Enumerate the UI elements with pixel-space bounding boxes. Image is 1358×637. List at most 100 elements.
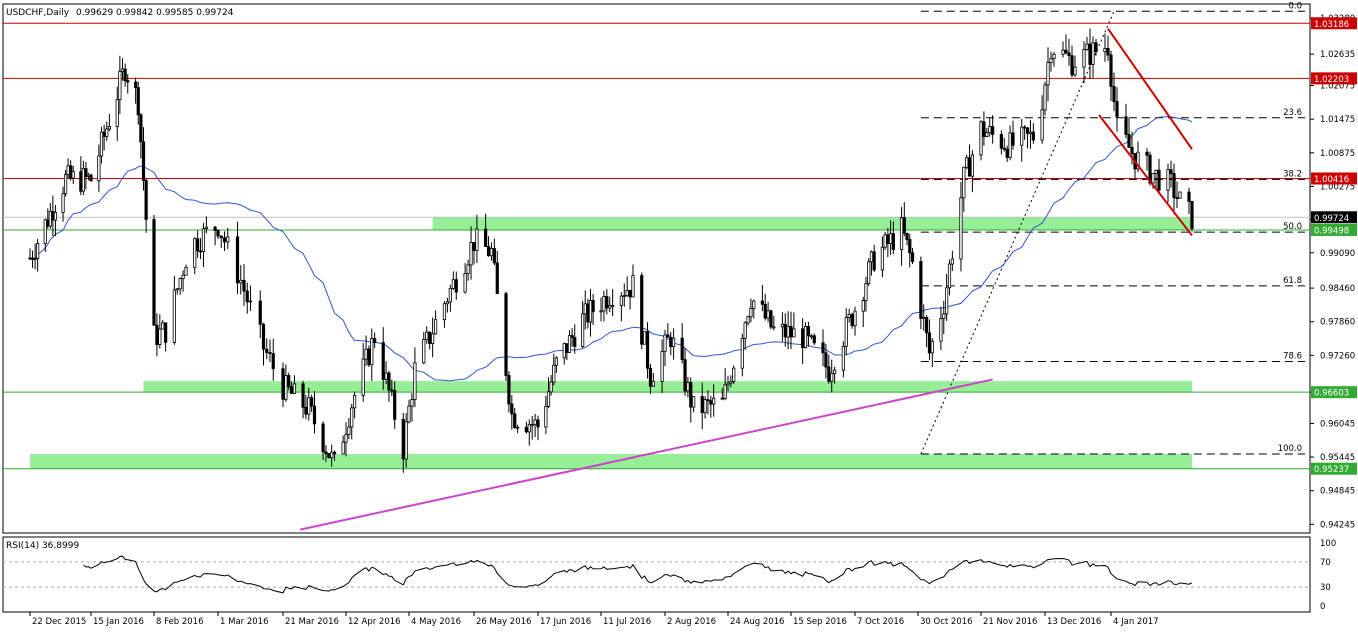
main-pane-frame [2,3,1311,534]
candle-body [905,232,909,240]
candle-body [686,382,690,392]
candle-body [683,359,687,392]
candle-body [469,242,473,266]
candle-body [706,399,710,402]
candle-body [611,304,615,307]
candle-body [425,331,429,340]
candle-body [1175,197,1179,199]
candle-body [97,155,101,182]
candle-body [401,418,405,460]
candle-body [1136,151,1140,170]
candle-body [628,289,632,298]
candle-body [729,381,733,384]
candle-body [689,382,693,408]
candle-body [999,134,1003,149]
candle-body [373,338,377,343]
candle-body [919,261,923,319]
x-tick-label: 26 May 2016 [476,617,531,627]
candle-body [486,246,491,257]
candle-body [1169,169,1173,174]
price-level-label: 0.99498 [1314,226,1349,236]
candle-body [1190,200,1194,229]
candle-body [962,166,966,199]
x-tick-label: 12 Apr 2016 [348,617,401,627]
candle-body [390,389,394,392]
x-tick-label: 15 Jan 2016 [93,617,144,627]
x-tick-label: 11 Jul 2016 [603,617,651,627]
y-tick-label: 1.02075 [1320,82,1355,92]
candle-body [809,335,813,338]
candle-body [801,328,805,349]
rsi-pane-frame [2,536,1311,613]
candle-body [861,300,865,312]
candle-body [945,287,949,315]
x-tick-label: 8 Feb 2016 [156,617,204,627]
candle-body [833,369,837,374]
y-tick-label: 1.00275 [1320,182,1355,192]
candle-body [1049,58,1053,63]
price-level-tag [1311,17,1357,30]
y-tick-label: 0.97260 [1320,351,1355,361]
candle-body [671,337,676,348]
x-tick-label: 30 Oct 2016 [920,617,973,627]
candle-body [886,234,890,244]
y-tick-label: 0.98460 [1320,284,1355,294]
price-level-tag [1311,462,1357,475]
candle-body [1067,52,1071,57]
trendlines-layer [299,28,1193,531]
candle-body [880,246,884,271]
y-tick-label: 0.99090 [1320,249,1355,259]
candle-body [772,326,776,329]
candle-body [1073,66,1077,76]
price-level-label: 1.00416 [1314,175,1349,185]
x-tick-label: 24 Aug 2016 [730,617,784,627]
fib-level-label: 23.6 [1283,108,1302,118]
fib-level-label: 100.0 [1278,444,1302,454]
x-tick-label: 2 Aug 2016 [667,617,716,627]
candle-body [806,326,811,337]
candle-body [196,238,200,252]
candle-body [1085,43,1089,50]
candle-body [812,335,816,344]
candle-body [213,226,217,231]
candle-body [1002,147,1006,150]
candle-body [139,114,143,143]
candle-body [84,168,88,177]
candle-body [726,382,730,386]
candle-body [752,300,756,309]
candle-body [680,337,684,361]
candle-body [484,228,488,247]
candle-body [1031,131,1035,141]
candle-body [352,394,357,409]
candle-body [193,238,197,268]
candle-body [821,342,825,354]
candle-body [769,310,773,328]
candle-body [33,258,37,260]
candle-body [899,217,904,250]
candle-body [265,348,269,353]
candle-body [1025,127,1030,134]
candle-body [530,424,534,426]
rsi-label: RSI(14) 36.8999 [6,541,79,551]
candle-body [51,210,55,221]
candle-body [930,340,934,354]
candle-body [516,426,520,429]
candle-body [245,290,249,303]
moving-average-layer [29,116,1193,382]
candles-layer [28,28,1194,473]
candle-body [1151,173,1155,184]
candle-body [1106,47,1110,56]
candle-body [583,303,587,315]
rsi-layer: 100 70 30 0 [3,539,1336,612]
candle-body [381,342,385,380]
candle-body [341,441,345,455]
candle-body [454,279,458,293]
ohlc-values: 0.99629 0.99842 0.99585 0.99724 [76,8,234,18]
candle-body [602,296,606,312]
candle-body [924,316,929,334]
candle-body [922,316,926,319]
candle-body [786,326,790,338]
candle-body [126,80,130,83]
fib-anchor-line [920,11,1115,455]
